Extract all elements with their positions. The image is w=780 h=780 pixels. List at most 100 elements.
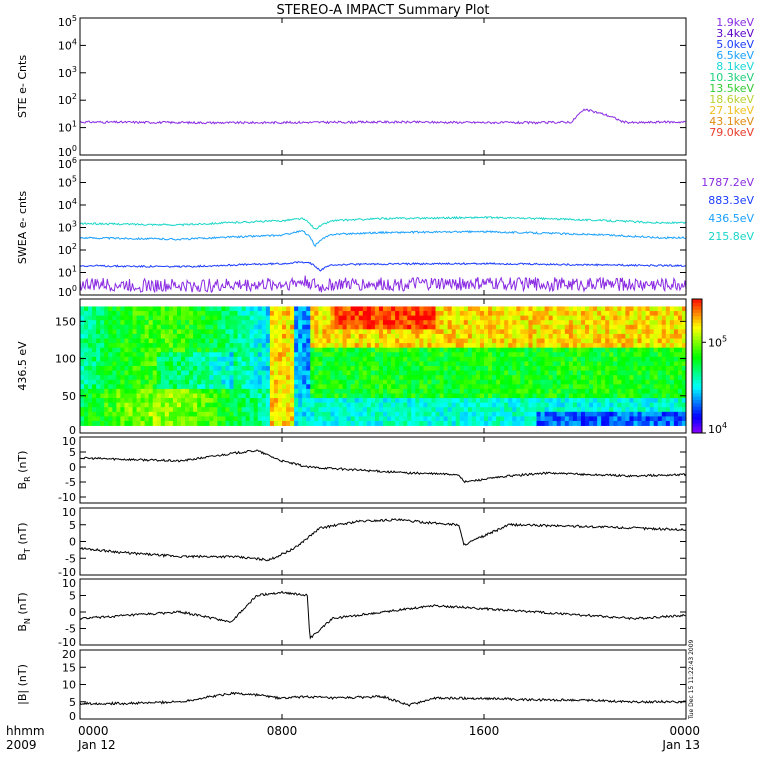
spectrogram-cell [500, 320, 505, 326]
spectrogram-cell [629, 384, 634, 390]
spectrogram-cell [451, 398, 457, 404]
spectrogram-cell [277, 356, 283, 362]
spectrogram-cell [233, 361, 238, 367]
spectrogram-cell [411, 420, 416, 426]
spectrogram-cell [536, 320, 541, 326]
spectrogram-cell [358, 329, 364, 335]
spectrogram-cell [439, 361, 444, 367]
spectrogram-cell [342, 416, 348, 422]
spectrogram-cell [665, 347, 671, 353]
spectrogram-cell [512, 320, 517, 326]
spectrogram-cell [633, 347, 638, 353]
spectrogram-cell [189, 366, 194, 371]
spectrogram-cell [314, 352, 319, 358]
spectrogram-cell [475, 375, 481, 381]
spectrogram-cell [653, 315, 659, 321]
spectrogram-cell [362, 402, 368, 408]
spectrogram-cell [249, 306, 255, 312]
spectrogram-cell [96, 315, 101, 321]
spectrogram-cell [229, 388, 234, 394]
spectrogram-cell [209, 388, 214, 394]
spectrogram-cell [189, 311, 194, 317]
spectrogram-cell [484, 343, 489, 349]
spectrogram-cell [346, 306, 352, 312]
spectrogram-cell [221, 370, 226, 376]
spectrogram-cell [290, 356, 295, 362]
spectrogram-cell [633, 388, 638, 394]
spectrogram-cell [233, 352, 238, 358]
spectrogram-cell [326, 361, 331, 367]
spectrogram-cell [144, 361, 150, 367]
spectrogram-cell [140, 324, 146, 330]
spectrogram-cell [451, 324, 457, 330]
spectrogram-cell [601, 311, 606, 317]
spectrogram-cell [496, 333, 501, 339]
spectrogram-cell [164, 370, 170, 376]
spectrogram-cell [241, 370, 247, 376]
spectrogram-cell [209, 361, 214, 367]
spectrogram-cell [156, 356, 162, 362]
spectrogram-cell [479, 416, 485, 422]
spectrogram-cell [645, 402, 651, 408]
spectrogram-cell [609, 407, 614, 413]
spectrogram-cell [116, 343, 121, 349]
spectrogram-cell [415, 384, 420, 390]
spectrogram-cell [500, 315, 505, 321]
spectrogram-cell [306, 416, 311, 422]
spectrogram-cell [286, 366, 291, 371]
spectrogram-cell [314, 343, 319, 349]
spectrogram-cell [589, 311, 594, 317]
spectrogram-cell [314, 379, 319, 385]
spectrogram-cell [391, 324, 396, 330]
spectrogram-cell [201, 393, 206, 399]
spectrogram-cell [124, 370, 129, 376]
spectrogram-cell [512, 347, 517, 353]
spectrogram-cell [524, 333, 529, 339]
spectrogram-cell [197, 356, 202, 362]
spectrogram-cell [387, 398, 392, 404]
spectrogram-cell [391, 311, 396, 317]
spectrogram-cell [467, 315, 473, 321]
spectrogram-cell [261, 393, 267, 399]
spectrogram-cell [617, 315, 622, 321]
spectrogram-cell [383, 306, 388, 312]
spectrogram-cell [298, 324, 303, 330]
spectrogram-cell [625, 402, 630, 408]
spectrogram-cell [512, 338, 517, 344]
spectrogram-cell [488, 366, 493, 371]
spectrogram-cell [605, 333, 610, 339]
spectrogram-cell [306, 324, 311, 330]
spectrogram-cell [593, 379, 598, 385]
spectrogram-cell [306, 379, 311, 385]
spectrogram-cell [451, 347, 457, 353]
spectrogram-cell [120, 315, 125, 321]
spectrogram-cell [475, 347, 481, 353]
spectrogram-cell [589, 411, 594, 417]
spectrogram-cell [593, 320, 598, 326]
spectrogram-cell [156, 361, 162, 367]
spectrogram-cell [471, 352, 477, 358]
spectrogram-cell [237, 333, 242, 339]
spectrogram-cell [637, 393, 642, 399]
spectrogram-cell [88, 361, 93, 367]
spectrogram-cell [249, 393, 255, 399]
spectrogram-cell [411, 402, 416, 408]
spectrogram-cell [399, 338, 404, 344]
spectrogram-cell [528, 366, 533, 371]
spectrogram-cell [443, 343, 449, 349]
spectrogram-cell [621, 375, 626, 381]
spectrogram-cell [415, 352, 420, 358]
spectrogram-cell [572, 324, 578, 330]
spectrogram-cell [156, 329, 162, 335]
spectrogram-cell [253, 320, 259, 326]
spectrogram-cell [189, 379, 194, 385]
spectrogram-cell [104, 306, 109, 312]
spectrogram-cell [120, 411, 125, 417]
spectrogram-cell [459, 379, 465, 385]
spectrogram-cell [100, 352, 105, 358]
spectrogram-cell [423, 402, 428, 408]
spectrogram-cell [605, 311, 610, 317]
colorbar-segment [692, 429, 702, 434]
spectrogram-cell [443, 315, 449, 321]
spectrogram-cell [277, 315, 283, 321]
